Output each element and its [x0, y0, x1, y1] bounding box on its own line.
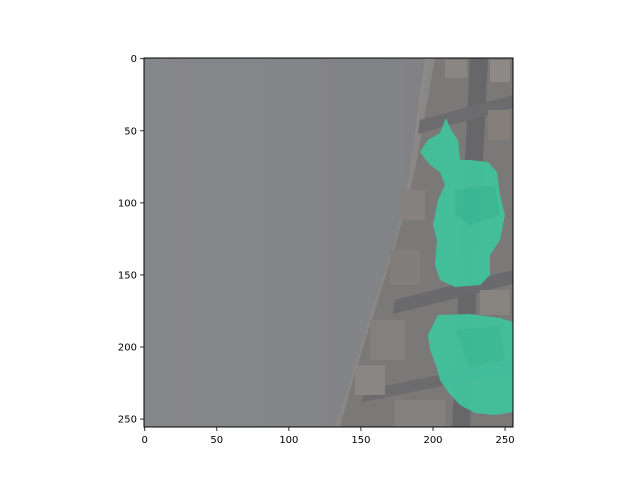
mask-highlight [455, 185, 500, 225]
y-tick-label: 50 [124, 126, 137, 137]
x-axis: 0 50 100 150 200 250 [142, 427, 515, 446]
embankment [335, 58, 435, 427]
x-tick-label: 200 [423, 435, 442, 446]
axes-frame [143, 57, 514, 428]
building [490, 60, 510, 82]
y-tick-label: 250 [118, 415, 137, 426]
x-tick-label: 50 [210, 435, 223, 446]
building [390, 250, 420, 285]
building [355, 365, 385, 395]
y-tick-label: 150 [118, 270, 137, 281]
image-area [144, 58, 513, 427]
x-tick-label: 100 [279, 435, 298, 446]
mask-highlight [455, 326, 505, 368]
x-tick-label: 0 [142, 435, 148, 446]
building [480, 290, 510, 315]
y-tick-label: 100 [118, 198, 137, 209]
building [488, 110, 510, 140]
y-tick-label: 0 [131, 54, 137, 65]
y-tick-label: 200 [118, 343, 137, 354]
building [370, 320, 405, 360]
y-axis: 0 50 100 150 200 250 [118, 54, 144, 426]
road [418, 95, 513, 134]
x-tick-label: 250 [496, 435, 515, 446]
building [445, 60, 467, 78]
building [400, 190, 425, 220]
x-tick-label: 150 [351, 435, 370, 446]
building [395, 400, 445, 427]
